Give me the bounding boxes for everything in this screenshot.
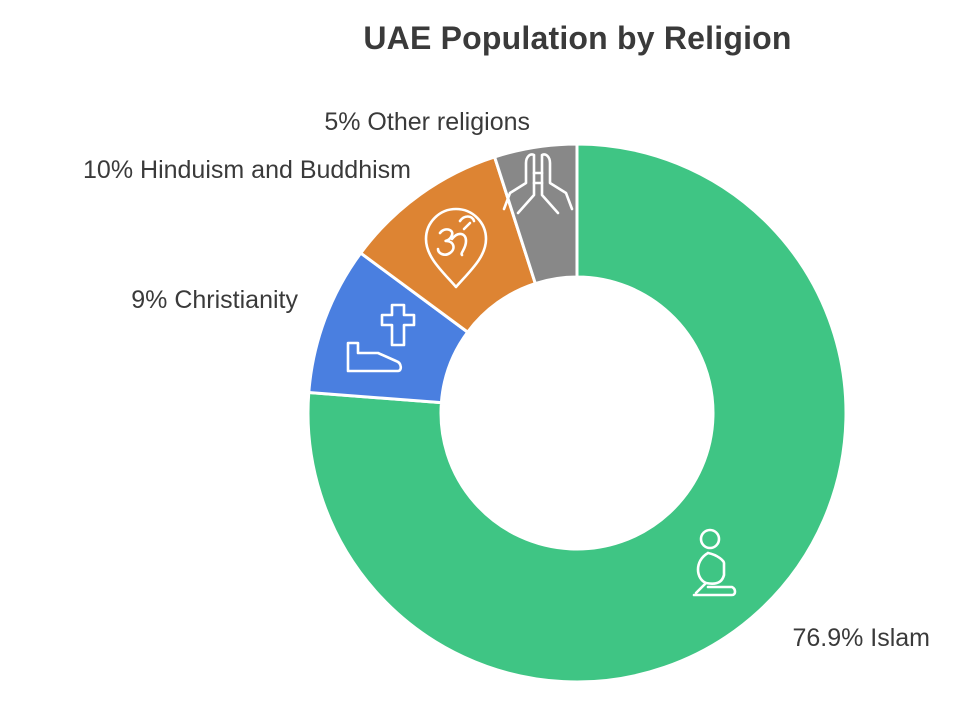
- cross-icon: [346, 303, 416, 373]
- label-christianity: 9% Christianity: [131, 286, 298, 314]
- om-icon: [424, 207, 488, 289]
- label-islam: 76.9% Islam: [792, 624, 930, 652]
- praying-hands-icon: [502, 153, 574, 215]
- label-other-religions: 5% Other religions: [324, 108, 530, 136]
- praying-person-icon: [692, 528, 737, 597]
- label-hinduism-and-buddhism: 10% Hinduism and Buddhism: [83, 156, 411, 184]
- slice-other-religions[interactable]: [492, 142, 579, 286]
- chart-title: UAE Population by Religion: [363, 20, 792, 56]
